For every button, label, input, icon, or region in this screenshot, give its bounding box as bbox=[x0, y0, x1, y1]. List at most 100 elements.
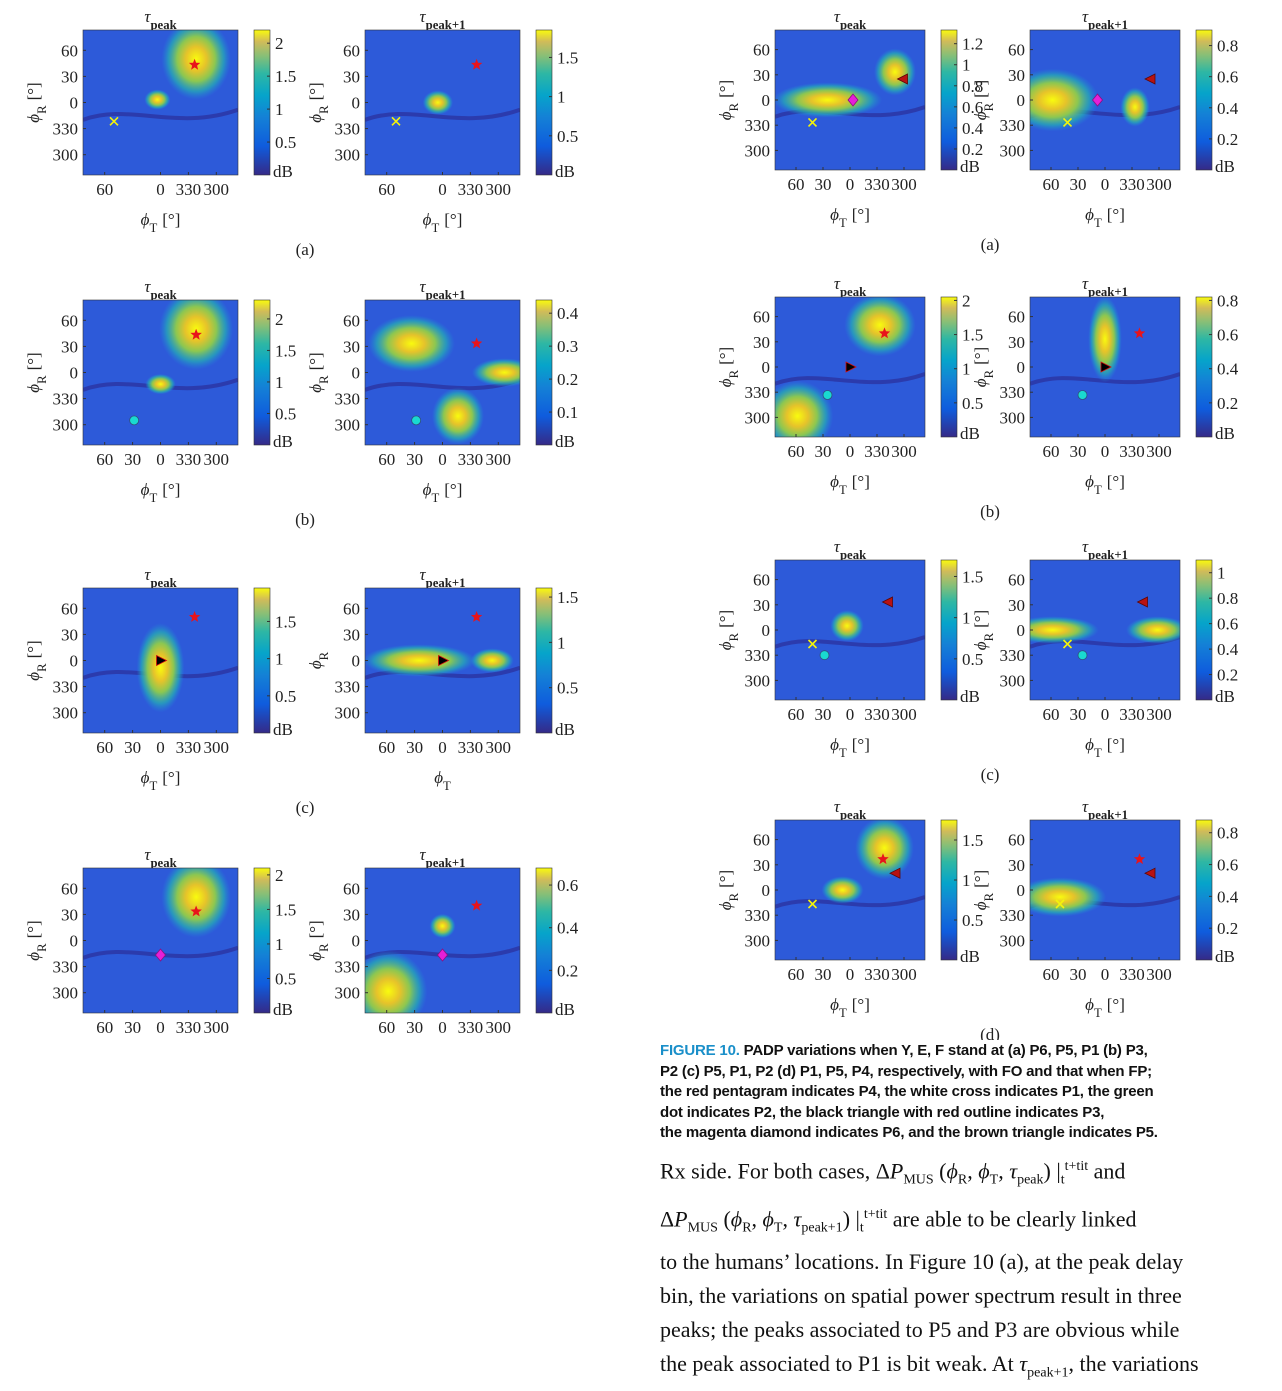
x-tick-label: 300 bbox=[1146, 705, 1172, 724]
text-part: [°] bbox=[306, 352, 325, 370]
colorbar-tick-label: 1 bbox=[275, 935, 284, 954]
text-part: ϕ bbox=[716, 641, 735, 650]
marker-star bbox=[470, 899, 483, 911]
x-tick-label: 0 bbox=[438, 450, 447, 469]
colorbar bbox=[940, 29, 958, 171]
heatmap-blob bbox=[775, 380, 834, 437]
x-tick-label: 300 bbox=[1146, 442, 1172, 461]
heatmap bbox=[365, 300, 520, 445]
colorbar bbox=[940, 296, 958, 438]
colorbar-tick-label: 0.5 bbox=[962, 911, 983, 930]
colorbar-tick-label: 1 bbox=[557, 88, 566, 107]
caption-text: PADP variations when Y, E, F stand at (a… bbox=[743, 1042, 1148, 1059]
heatmap-blob bbox=[855, 820, 914, 880]
colorbar-tick-label: 0.2 bbox=[1217, 919, 1238, 938]
y-tick-label: 300 bbox=[1000, 931, 1026, 950]
heatmap bbox=[775, 560, 925, 700]
x-tick-label: 0 bbox=[1101, 965, 1110, 984]
text-part: ϕ bbox=[971, 378, 990, 387]
x-tick-label: 30 bbox=[815, 442, 832, 461]
text-segment: MUS bbox=[687, 1220, 718, 1236]
text-segment: peak+1 bbox=[1027, 1365, 1069, 1381]
marker-dot bbox=[129, 415, 140, 426]
y-tick-label: 0 bbox=[762, 91, 771, 110]
y-tick-label: 330 bbox=[53, 390, 79, 409]
panel-title: τpeak+1 bbox=[420, 565, 466, 590]
text-part: peak+1 bbox=[426, 856, 466, 870]
y-tick-label: 300 bbox=[335, 984, 361, 1003]
colorbar-tick-label: 0.8 bbox=[1217, 824, 1238, 843]
text-part: [°] bbox=[716, 870, 735, 888]
panel-title: τpeak+1 bbox=[1082, 537, 1128, 562]
heatmap bbox=[83, 588, 238, 733]
marker-triangle bbox=[1136, 596, 1148, 608]
marker-star bbox=[190, 905, 202, 917]
y-tick-label: 330 bbox=[745, 383, 771, 402]
colorbar bbox=[1195, 29, 1213, 171]
y-tick-label: 300 bbox=[1000, 408, 1026, 427]
y-tick-label: 30 bbox=[753, 596, 770, 615]
marker-triangle bbox=[1144, 73, 1156, 85]
x-tick-label: 330 bbox=[1119, 965, 1145, 984]
colorbar-tick-label: 0.3 bbox=[557, 337, 578, 356]
text-part: peak bbox=[840, 548, 867, 562]
y-tick-label: 60 bbox=[1008, 41, 1025, 60]
x-tick-label: 0 bbox=[438, 738, 447, 757]
text-part: peak bbox=[150, 576, 177, 590]
y-tick-label: 0 bbox=[1017, 881, 1026, 900]
y-tick-label: 300 bbox=[745, 408, 771, 427]
text-part: τ bbox=[144, 565, 151, 584]
text-part: R bbox=[35, 105, 49, 114]
colorbar-tick-label: 1 bbox=[557, 633, 566, 652]
heatmap bbox=[1030, 30, 1180, 170]
x-tick-label: 330 bbox=[458, 738, 484, 757]
colorbar bbox=[1195, 559, 1213, 701]
text-segment: peak+1 bbox=[801, 1220, 843, 1236]
text-segment: , the variations bbox=[1068, 1351, 1199, 1377]
x-tick-label: 30 bbox=[1070, 175, 1087, 194]
x-axis-label: ϕT [°] bbox=[830, 995, 870, 1020]
colorbar-tick-label: 1 bbox=[962, 360, 971, 379]
text-part: R bbox=[35, 375, 49, 384]
y-tick-label: 60 bbox=[61, 311, 78, 330]
text-part: ϕ bbox=[971, 901, 990, 910]
colorbar bbox=[535, 299, 553, 446]
y-tick-label: 60 bbox=[753, 308, 770, 327]
text-part: R bbox=[317, 105, 331, 114]
heatmap-blob bbox=[136, 623, 185, 713]
y-tick-label: 30 bbox=[1008, 856, 1025, 875]
colorbar-tick-label: 0.5 bbox=[275, 687, 296, 706]
marker-triangle bbox=[156, 654, 168, 667]
panel-title: τpeak+1 bbox=[1082, 274, 1128, 299]
colorbar-unit: dB bbox=[555, 720, 575, 739]
marker-star bbox=[188, 58, 201, 70]
panel-title: τpeak bbox=[144, 277, 177, 302]
y-tick-label: 0 bbox=[1017, 621, 1026, 640]
text-segment: , bbox=[751, 1206, 763, 1232]
x-tick-label: 60 bbox=[378, 180, 395, 199]
heatmap bbox=[1030, 297, 1180, 437]
x-tick-label: 30 bbox=[815, 965, 832, 984]
marker-dot bbox=[411, 415, 422, 426]
text-part: [°] bbox=[24, 920, 43, 938]
y-axis-label: ϕR [°] bbox=[306, 352, 331, 392]
marker-cross bbox=[391, 116, 401, 126]
text-part: ϕ bbox=[830, 735, 839, 754]
y-tick-label: 30 bbox=[61, 625, 78, 644]
x-axis-label: ϕT [°] bbox=[1085, 995, 1125, 1020]
y-tick-label: 30 bbox=[753, 333, 770, 352]
text-part: R bbox=[982, 102, 996, 111]
x-tick-label: 330 bbox=[864, 442, 890, 461]
panel-title: τpeak bbox=[834, 7, 867, 32]
y-tick-label: 30 bbox=[61, 67, 78, 86]
text-part: [°] bbox=[716, 610, 735, 628]
text-part: ϕ bbox=[1085, 735, 1094, 754]
colorbar-tick-label: 2 bbox=[275, 866, 284, 885]
contour bbox=[83, 107, 238, 122]
text-part: ϕ bbox=[306, 114, 325, 123]
text-part: τ bbox=[420, 7, 427, 26]
text-part: [°] bbox=[162, 210, 180, 229]
y-tick-label: 330 bbox=[335, 678, 361, 697]
text-part: R bbox=[982, 892, 996, 901]
caption-line: FIGURE 10. PADP variations when Y, E, F … bbox=[660, 1041, 1282, 1062]
